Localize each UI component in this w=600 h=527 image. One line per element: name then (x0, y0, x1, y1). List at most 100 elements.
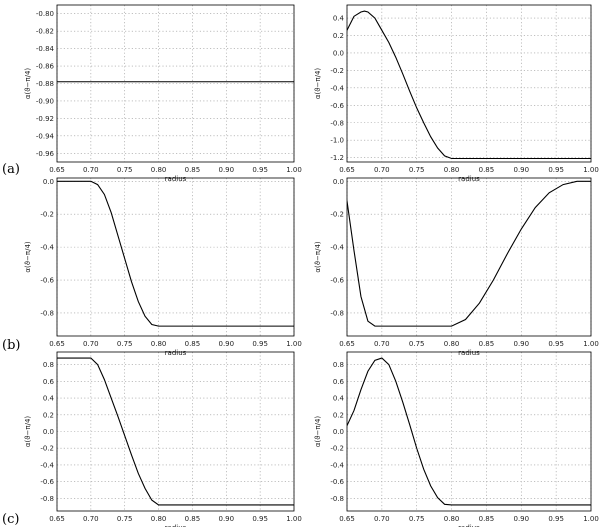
y-tick-label: -0.82 (36, 28, 54, 36)
y-tick-label: -0.2 (330, 67, 344, 75)
y-tick-label: -0.4 (330, 461, 344, 469)
y-tick-label: 0.0 (43, 428, 54, 436)
row-label-a: (a) (2, 162, 20, 177)
x-tick-label: 0.70 (83, 515, 99, 523)
y-tick-label: 0.8 (333, 361, 344, 369)
x-tick-label: 0.70 (374, 515, 390, 523)
y-tick-label: -0.8 (40, 309, 54, 317)
x-axis-label: radius (165, 524, 187, 527)
y-tick-label: -0.2 (330, 445, 344, 453)
y-tick-label: 0.6 (43, 378, 55, 386)
y-tick-label: 0.4 (333, 395, 345, 403)
series-line (57, 357, 294, 506)
y-axis-label: α(ϑ−π/4) (24, 241, 32, 273)
chart-panel-6: 0.65 0.70 0.75 0.80 0.85 0.90 0.95 1.00 0.8 0.6 0.… (314, 351, 599, 527)
y-tick-label: -0.8 (330, 309, 344, 317)
y-axis-label: α(ϑ−π/4) (314, 241, 322, 273)
x-tick-label: 0.95 (548, 515, 564, 523)
y-tick-label: 0.8 (43, 361, 54, 369)
y-tick-label: -0.88 (36, 80, 54, 88)
x-tick-label: 0.75 (117, 340, 133, 348)
x-tick-label: 0.90 (218, 340, 234, 348)
y-axis-label: α(ϑ−π/4) (314, 68, 322, 100)
series-line (347, 357, 591, 506)
series-line (347, 180, 591, 327)
y-tick-label: -0.6 (330, 102, 344, 110)
x-tick-label: 0.65 (339, 515, 355, 523)
x-tick-label: 0.70 (83, 340, 99, 348)
y-tick-label: -0.2 (40, 211, 54, 219)
series-line (347, 10, 591, 160)
plot-frame (346, 351, 592, 512)
y-tick-label: 0.6 (333, 378, 345, 386)
x-tick-label: 0.90 (513, 515, 529, 523)
row-label-c: (c) (2, 512, 19, 527)
plot-frame (56, 4, 295, 163)
y-tick-label: 0.4 (43, 395, 55, 403)
chart-panel-3: 0.65 0.70 0.75 0.80 0.85 0.90 0.95 1.00 0.0 -0.2 -… (24, 177, 302, 357)
y-tick-label: -0.8 (330, 495, 344, 503)
y-tick-label: 0.4 (333, 15, 345, 23)
y-tick-label: -0.2 (330, 211, 344, 219)
x-axis-label: radius (165, 349, 187, 357)
y-axis-label: α(ϑ−π/4) (24, 68, 32, 100)
y-tick-label: -0.96 (36, 150, 55, 158)
y-tick-label: 0.2 (43, 411, 54, 419)
y-tick-label: -0.8 (40, 495, 54, 503)
y-axis-label: α(ϑ−π/4) (24, 416, 32, 448)
x-tick-label: 0.85 (479, 340, 495, 348)
x-axis-label: radius (458, 175, 480, 183)
x-tick-label: 0.90 (218, 166, 234, 174)
x-tick-label: 1.00 (583, 340, 599, 348)
y-tick-label: -0.6 (40, 277, 54, 285)
row-label-b: (b) (2, 338, 20, 353)
x-tick-label: 1.00 (286, 340, 302, 348)
y-tick-label: -0.86 (36, 63, 55, 71)
x-tick-label: 0.75 (409, 515, 425, 523)
y-tick-label: 0.0 (333, 178, 344, 186)
y-tick-label: 0.0 (333, 49, 344, 57)
x-axis-label: radius (458, 524, 480, 527)
y-tick-label: 0.2 (333, 411, 344, 419)
y-tick-label: -0.6 (330, 277, 344, 285)
x-tick-label: 0.70 (374, 340, 390, 348)
x-tick-label: 0.65 (339, 340, 355, 348)
x-tick-label: 0.95 (548, 166, 564, 174)
x-tick-label: 0.95 (548, 340, 564, 348)
chart-panel-4: 0.65 0.70 0.75 0.80 0.85 0.90 0.95 1.00 0.0 -0.2 -… (314, 177, 599, 357)
y-tick-label: -0.4 (330, 244, 344, 252)
x-tick-label: 0.80 (151, 340, 167, 348)
y-tick-label: 0.2 (333, 32, 344, 40)
chart-panels: 0.65 0.70 0.75 0.80 0.85 0.90 0.95 1.00 -0.80 -0.… (24, 4, 599, 527)
x-tick-label: 1.00 (583, 515, 599, 523)
x-tick-label: 0.70 (374, 166, 390, 174)
y-tick-label: -0.8 (330, 119, 344, 127)
series-line (57, 180, 294, 327)
x-tick-label: 0.75 (117, 515, 133, 523)
x-tick-label: 0.80 (151, 166, 167, 174)
y-tick-label: -0.84 (36, 45, 55, 53)
y-tick-label: 0.0 (333, 428, 344, 436)
x-tick-label: 0.95 (252, 340, 268, 348)
y-tick-label: -0.4 (40, 244, 54, 252)
chart-panel-5: 0.65 0.70 0.75 0.80 0.85 0.90 0.95 1.00 0.8 0.6 0.… (24, 351, 302, 527)
x-tick-label: 1.00 (286, 515, 302, 523)
x-tick-label: 1.00 (583, 166, 599, 174)
x-axis-label: radius (165, 175, 187, 183)
plot-frame (346, 177, 592, 337)
y-tick-label: -0.92 (36, 115, 54, 123)
plot-frame (56, 351, 295, 512)
chart-panel-2: 0.65 0.70 0.75 0.80 0.85 0.90 0.95 1.00 0.4 0.2 0.… (314, 4, 599, 183)
x-tick-label: 0.80 (444, 340, 460, 348)
x-tick-label: 0.80 (444, 515, 460, 523)
x-tick-label: 0.90 (218, 515, 234, 523)
x-tick-label: 1.00 (286, 166, 302, 174)
x-tick-label: 0.65 (49, 515, 65, 523)
y-tick-label: -0.90 (36, 97, 54, 105)
y-tick-label: -0.6 (330, 478, 344, 486)
y-tick-label: -0.80 (36, 10, 54, 18)
chart-panel-1: 0.65 0.70 0.75 0.80 0.85 0.90 0.95 1.00 -0.80 -0.… (24, 4, 302, 183)
x-tick-label: 0.95 (252, 166, 268, 174)
y-tick-label: -0.6 (40, 478, 54, 486)
